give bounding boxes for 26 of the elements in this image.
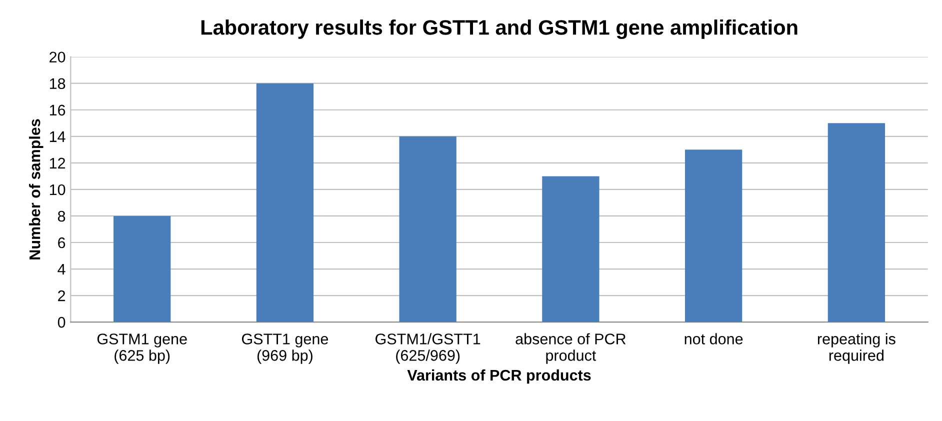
y-tick-label: 14 (50, 131, 66, 142)
y-axis-title: Number of samples (29, 119, 44, 260)
y-tick-label: 18 (50, 78, 66, 90)
y-tick-label: 10 (50, 184, 66, 196)
x-tick-label: absence of PCR product (516, 333, 626, 364)
bar (399, 136, 456, 322)
x-tick-label: GSTM1/GSTT1 (625/969) (376, 333, 480, 364)
y-tick-label: 6 (58, 237, 66, 248)
bar (684, 150, 742, 322)
x-tick-label: not done (684, 333, 743, 344)
y-tick-label: 16 (50, 104, 66, 116)
x-axis-title: Variants of PCR products (407, 369, 591, 384)
y-tick-label: 20 (50, 52, 66, 63)
y-tick-label: 2 (58, 290, 66, 302)
x-tick-label: GSTM1 gene (625 bp) (97, 334, 187, 364)
x-tick-label: repeating is required (818, 333, 896, 364)
y-tick-label: 8 (58, 210, 66, 222)
bar (542, 176, 600, 322)
y-tick-label: 0 (58, 316, 66, 328)
y-tick-label: 4 (58, 264, 66, 275)
chart-title: Laboratory results for GSTT1 and GSTM1 gene amplification (201, 20, 798, 40)
y-tick-label: 12 (50, 158, 66, 168)
bar (828, 123, 886, 322)
bar (256, 83, 314, 322)
bar (114, 216, 171, 322)
x-tick-label: GSTT1 gene (969 bp) (242, 334, 328, 364)
